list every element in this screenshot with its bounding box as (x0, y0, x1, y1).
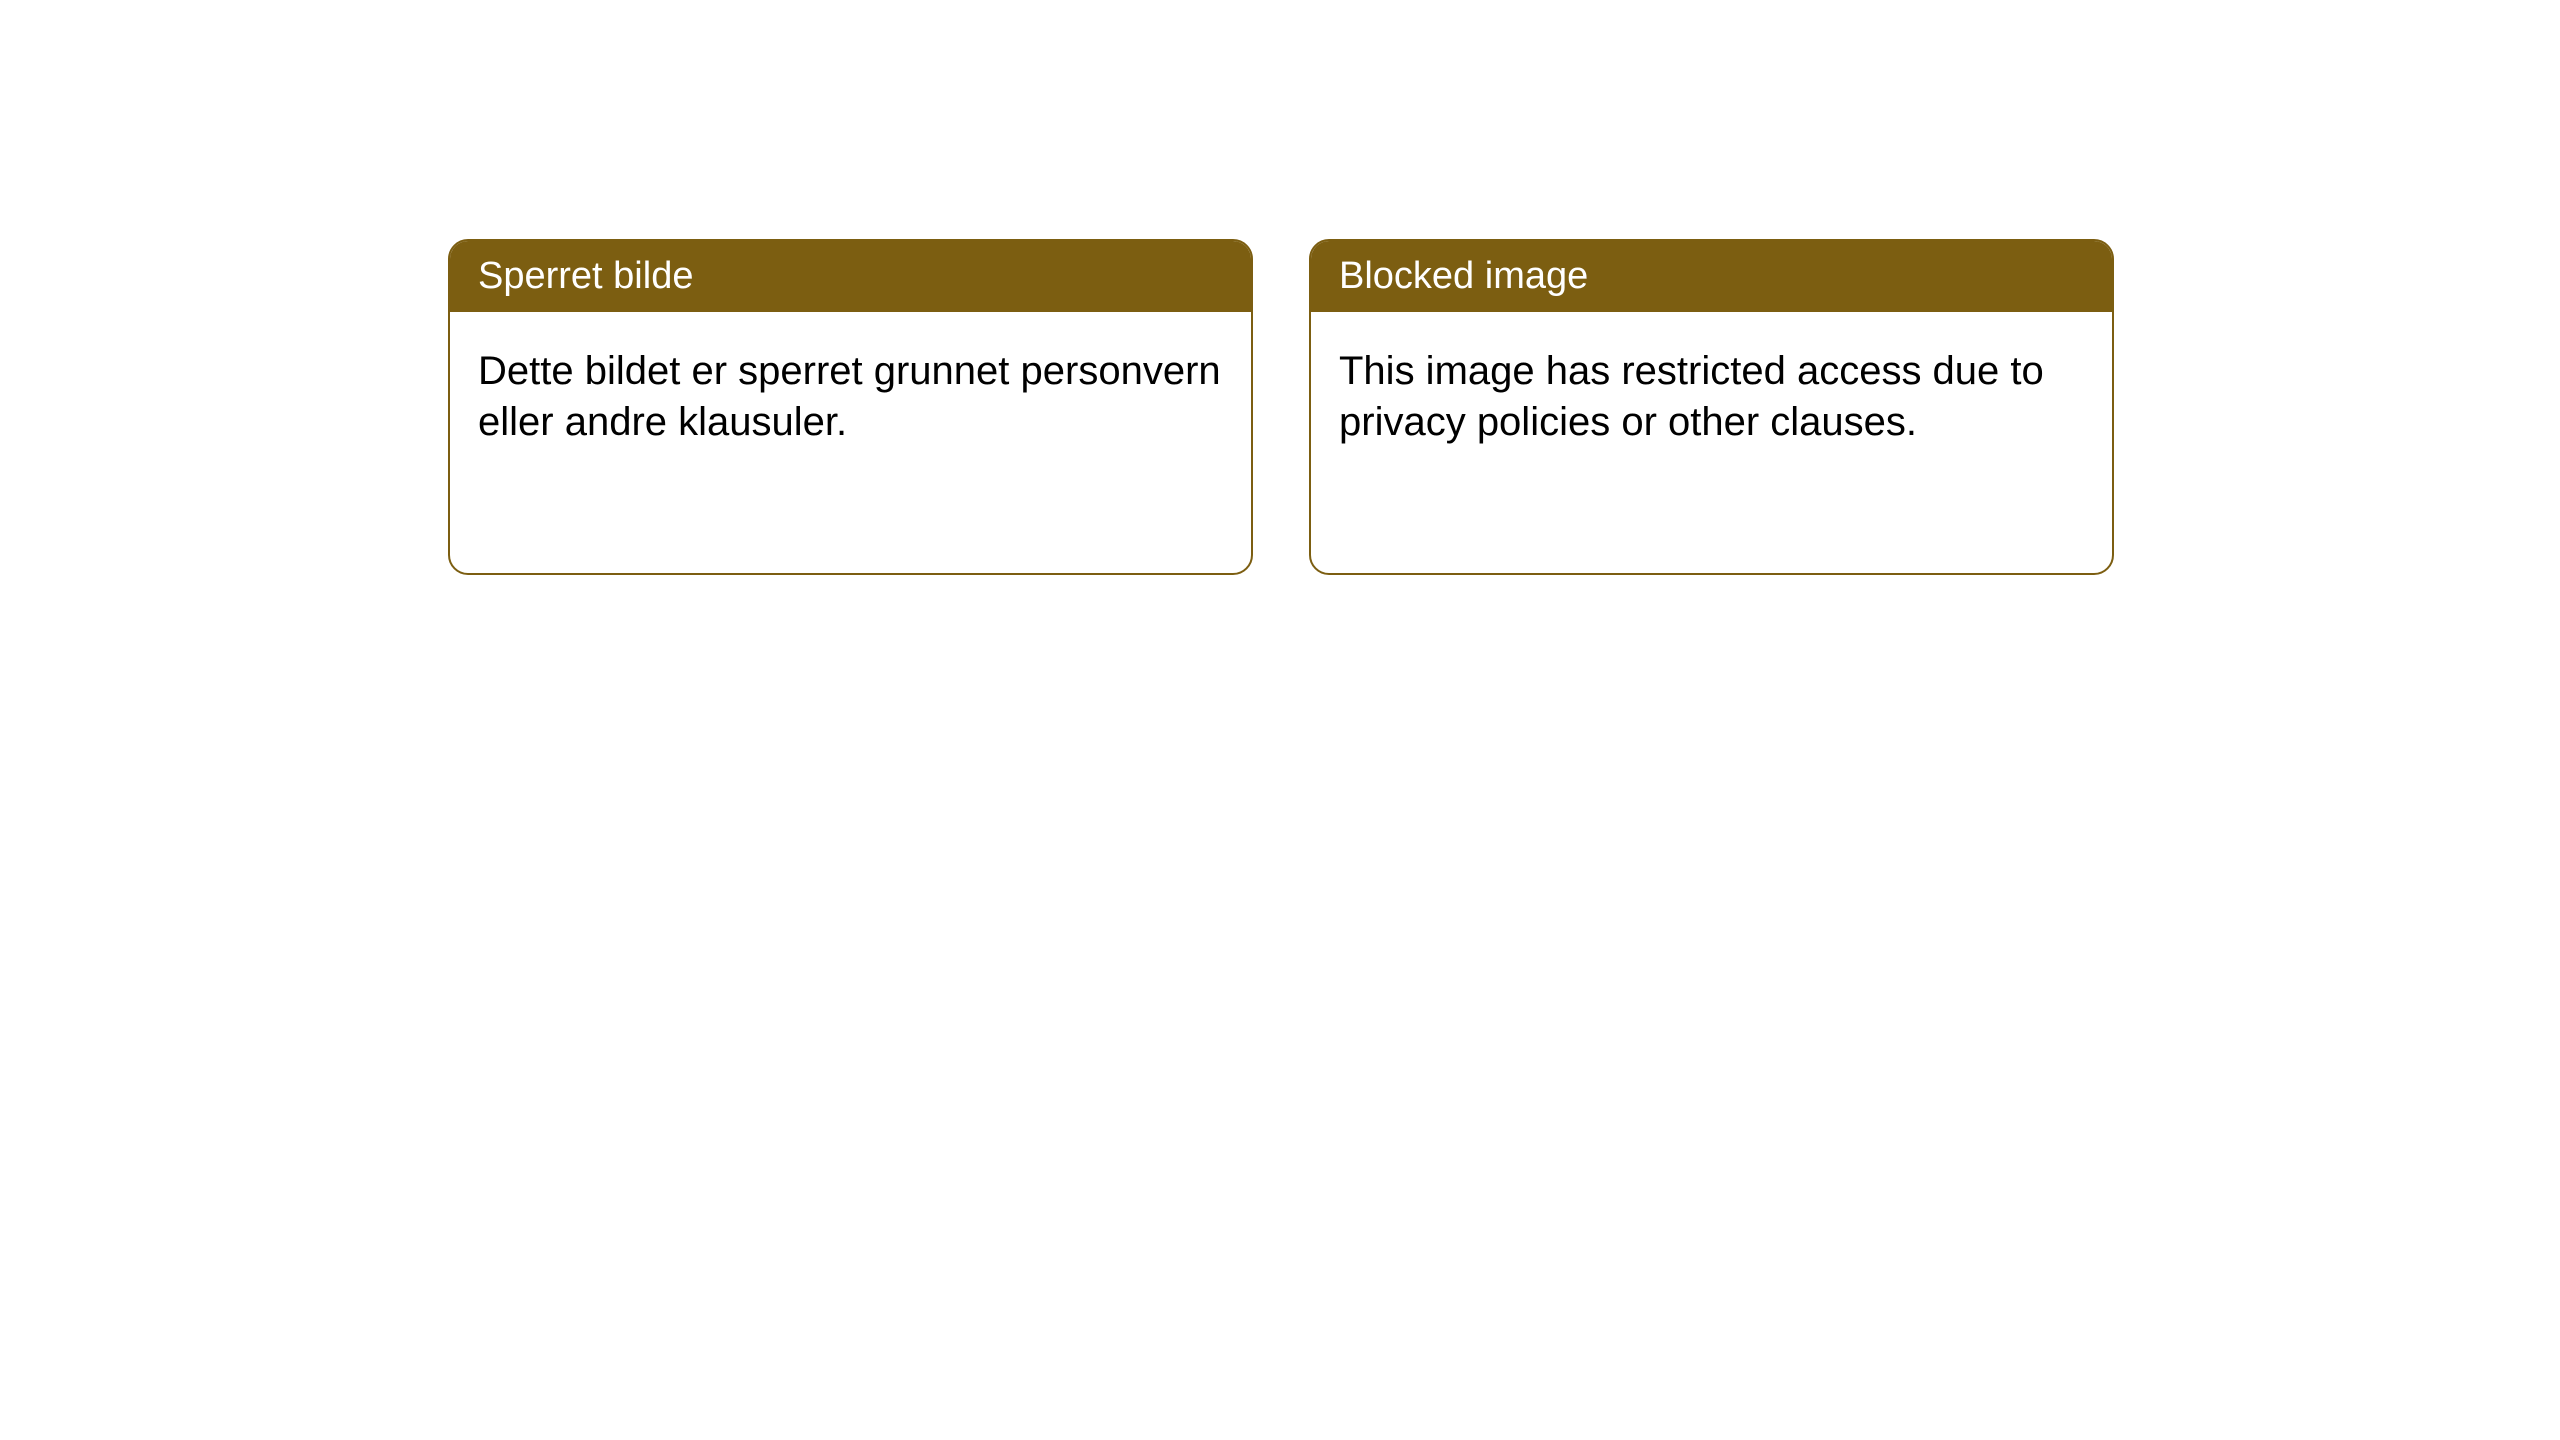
notice-card-norwegian: Sperret bilde Dette bildet er sperret gr… (448, 239, 1253, 575)
notice-card-body: This image has restricted access due to … (1311, 312, 2112, 482)
notice-card-text: This image has restricted access due to … (1339, 349, 2044, 444)
notice-card-body: Dette bildet er sperret grunnet personve… (450, 312, 1251, 482)
notice-card-title: Blocked image (1339, 255, 1588, 297)
notice-cards-container: Sperret bilde Dette bildet er sperret gr… (448, 239, 2114, 575)
notice-card-text: Dette bildet er sperret grunnet personve… (478, 349, 1221, 444)
notice-card-english: Blocked image This image has restricted … (1309, 239, 2114, 575)
notice-card-header: Blocked image (1311, 241, 2112, 312)
notice-card-header: Sperret bilde (450, 241, 1251, 312)
notice-card-title: Sperret bilde (478, 255, 693, 297)
